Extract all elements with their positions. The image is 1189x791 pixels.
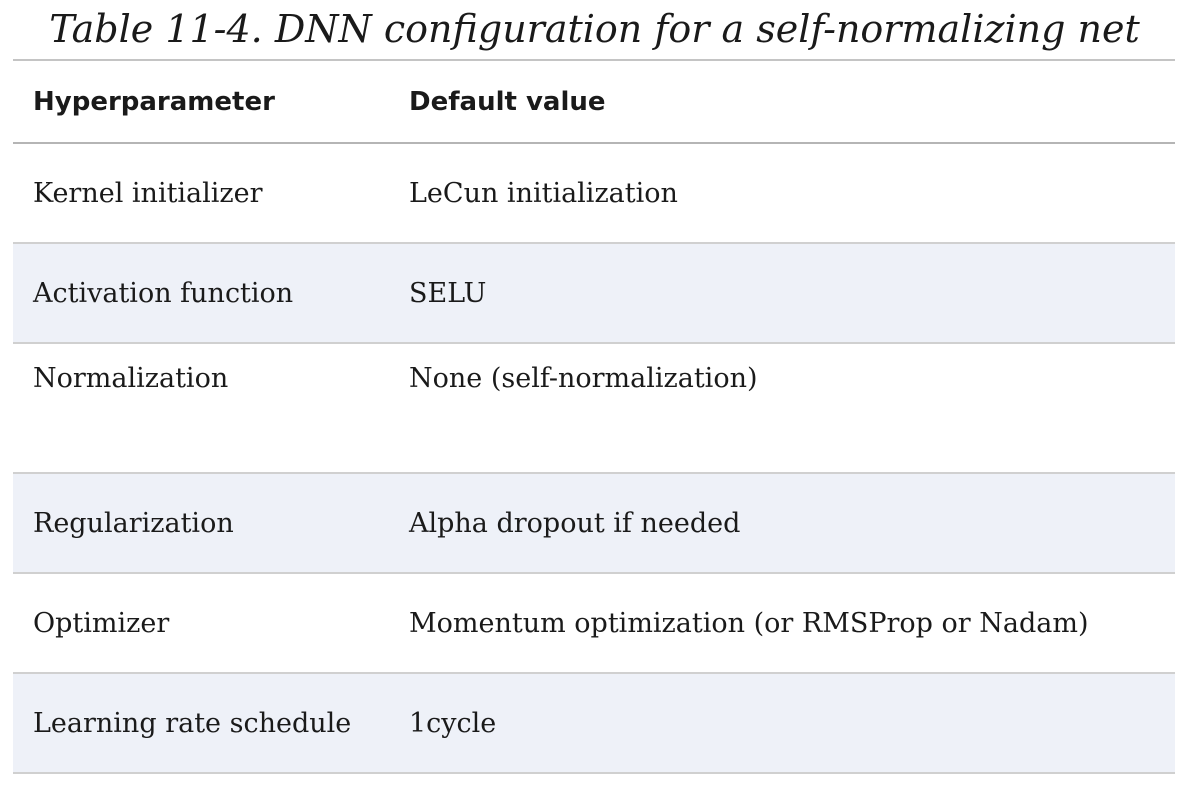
table-header-row: Hyperparameter Default value (13, 60, 1175, 144)
config-table: Hyperparameter Default value Kernel init… (13, 59, 1175, 774)
table-caption: Table 11-4. DNN configuration for a self… (49, 7, 1140, 51)
hyperparameter-cell: Normalization (13, 343, 389, 474)
table-row: Regularization Alpha dropout if needed (13, 473, 1175, 574)
default-value-text: None (self-normalization) (409, 362, 758, 394)
table-row: Optimizer Momentum optimization (or RMSP… (13, 573, 1175, 674)
table-row: Learning rate schedule 1cycle (13, 673, 1175, 774)
hyperparameter-cell: Learning rate schedule (13, 673, 389, 774)
table-row: Activation function SELU (13, 243, 1175, 344)
default-value-cell: 1cycle (389, 673, 1175, 774)
default-value-cell: None (self-normalization) (389, 343, 1175, 474)
table-row: Kernel initializer LeCun initialization (13, 143, 1175, 244)
column-header-default-value: Default value (389, 60, 1175, 144)
hyperparameter-cell: Regularization (13, 473, 389, 574)
hyperparameter-cell: Kernel initializer (13, 143, 389, 244)
table-row: Normalization None (self-normalization) (13, 343, 1175, 474)
default-value-cell: SELU (389, 243, 1175, 344)
hyperparameter-cell: Activation function (13, 243, 389, 344)
default-value-cell: LeCun initialization (389, 143, 1175, 244)
default-value-cell: Momentum optimization (or RMSProp or Nad… (389, 573, 1175, 674)
default-value-cell: Alpha dropout if needed (389, 473, 1175, 574)
column-header-hyperparameter: Hyperparameter (13, 60, 389, 144)
hyperparameter-text: Normalization (33, 362, 229, 394)
hyperparameter-cell: Optimizer (13, 573, 389, 674)
